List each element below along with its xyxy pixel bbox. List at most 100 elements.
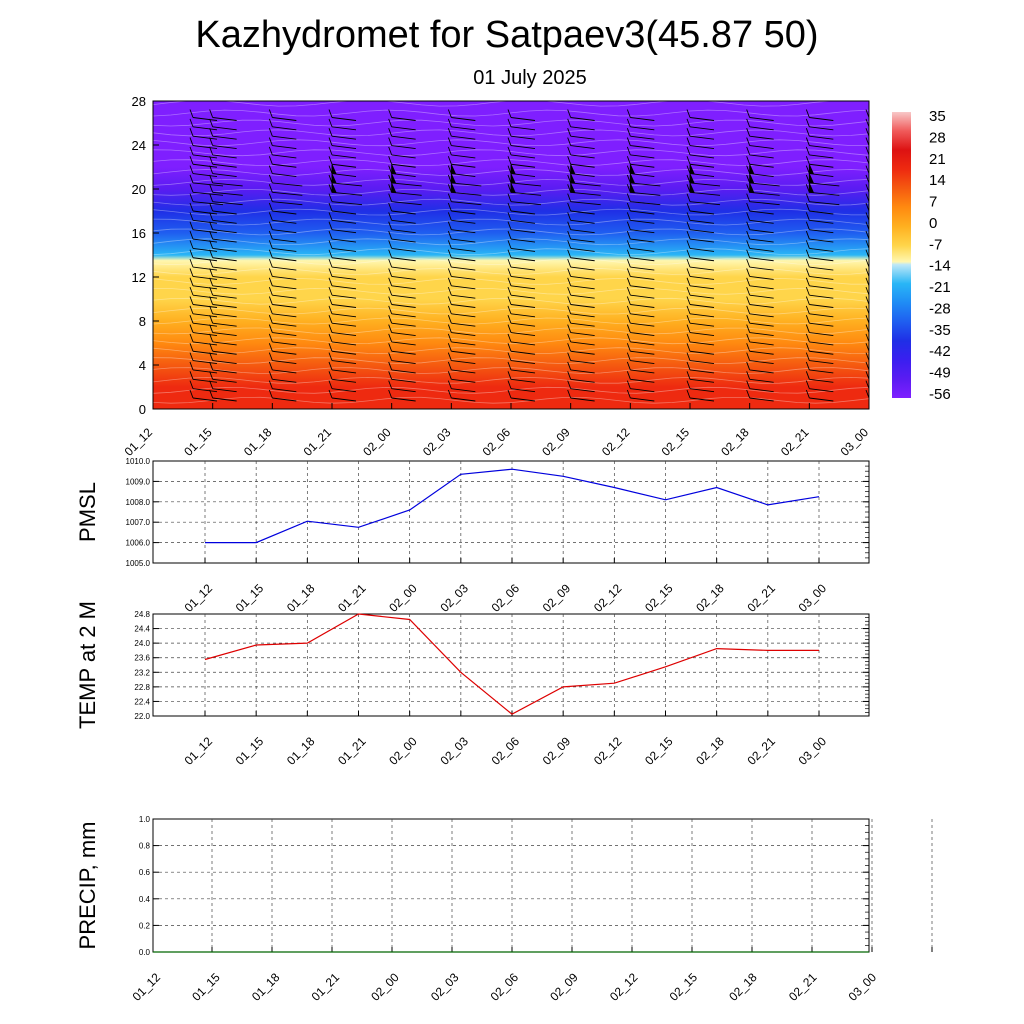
wind-barb-flag — [805, 371, 810, 380]
wind-barb-shaft — [272, 341, 297, 346]
wind-barb-flag — [686, 230, 691, 240]
wind-barb-flag — [328, 305, 333, 315]
wind-barb-shaft — [331, 350, 357, 355]
colorbar-label: 14 — [929, 172, 946, 189]
wind-barb-shaft — [809, 294, 834, 299]
x-tick-label: 02_21 — [786, 970, 820, 1004]
wind-barb-shaft — [809, 154, 834, 159]
wind-barb-flag — [746, 193, 751, 202]
wind-barb-shaft — [570, 173, 595, 178]
y-tick-label: 23.2 — [134, 668, 150, 677]
wind-barb-shaft — [192, 294, 218, 299]
wind-barb-flag — [626, 212, 631, 221]
wind-barb-flag — [447, 202, 452, 212]
wind-barb-flag — [567, 174, 572, 184]
wind-barb-flag — [388, 212, 393, 221]
wind-barb-pennant — [868, 173, 869, 184]
x-tick-label: 02_03 — [428, 970, 462, 1004]
wind-barb-shaft — [510, 322, 536, 327]
wind-barb-flag — [189, 371, 194, 380]
wind-barb-flag — [209, 118, 214, 128]
wind-barb-shaft — [192, 219, 218, 224]
wind-barb-shaft — [272, 322, 297, 327]
wind-barb-flag — [447, 193, 452, 202]
wind-barb-flag — [189, 258, 194, 268]
wind-barb-flag — [805, 361, 810, 371]
contour-line — [153, 268, 869, 275]
wind-barb-shaft — [391, 173, 416, 178]
wind-barb-flag — [268, 240, 273, 249]
wind-barb-flag — [209, 389, 214, 399]
wind-barb-shaft — [451, 369, 476, 374]
wind-barb-shaft — [212, 219, 237, 224]
wind-barb-flag — [507, 156, 512, 165]
wind-barb-shaft — [689, 350, 715, 355]
wind-barb-flag — [388, 193, 393, 202]
wind-barb-flag — [686, 184, 691, 193]
wind-barb-shaft — [630, 266, 655, 271]
wind-barb-flag — [189, 333, 194, 343]
wind-barb-shaft — [331, 135, 357, 140]
wind-barb-shaft — [391, 210, 416, 215]
wind-barb-shaft — [451, 201, 482, 206]
wind-barb-shaft — [510, 332, 536, 336]
wind-barb-shaft — [868, 164, 869, 165]
wind-barb-shaft — [749, 313, 774, 318]
wind-barb-shaft — [510, 285, 536, 290]
wind-barb-flag — [805, 137, 810, 146]
wind-barb-flag — [189, 343, 194, 352]
wind-barb-shaft — [689, 257, 715, 262]
wind-barb-shaft — [868, 295, 869, 296]
wind-barb-flag — [447, 109, 452, 118]
wind-barb-shaft — [192, 378, 218, 383]
wind-barb-shaft — [809, 341, 834, 346]
y-tick-label: 1006.0 — [126, 539, 151, 548]
wind-barb-flag — [268, 118, 273, 128]
wind-barb-pennant — [510, 183, 516, 193]
wind-barb-shaft — [868, 126, 869, 128]
wind-barb-shaft — [272, 210, 297, 215]
wind-barb-flag — [507, 212, 512, 221]
x-tick-label: 02_00 — [386, 734, 420, 768]
wind-barb-flag — [447, 118, 452, 128]
wind-barb-shaft — [570, 341, 595, 346]
wind-barb-flag — [209, 352, 214, 361]
wind-barb-flag — [686, 109, 691, 118]
wind-barb-shaft — [272, 117, 297, 121]
x-tick-label: 01_15 — [233, 734, 267, 768]
wind-barb-shaft — [749, 360, 774, 365]
wind-barb-flag — [447, 315, 452, 324]
x-tick-label: 02_21 — [778, 425, 812, 459]
x-tick-label: 02_00 — [386, 581, 420, 615]
wind-barb-shaft — [212, 191, 243, 196]
wind-barb-shaft — [331, 397, 357, 402]
wind-barb-shaft — [689, 332, 715, 336]
wind-barb-flag — [189, 156, 194, 165]
wind-barb-flag — [209, 286, 214, 296]
wind-barb-flag — [447, 137, 452, 146]
wind-barb-flag — [328, 146, 333, 156]
wind-barb-shaft — [192, 257, 218, 262]
wind-barb-flag — [686, 258, 691, 268]
wind-barb-shaft — [331, 201, 363, 206]
wind-barb-shaft — [331, 257, 357, 262]
wind-barb-flag — [388, 324, 393, 333]
x-tick-label: 02_06 — [489, 581, 523, 615]
wind-barb-flag — [805, 286, 810, 296]
wind-barb-pennant — [689, 183, 695, 193]
wind-barb-flag — [189, 286, 194, 296]
wind-barb-flag — [746, 128, 751, 137]
wind-barb-shaft — [570, 210, 595, 215]
wind-barb-shaft — [331, 388, 357, 393]
wind-barb-pennant — [749, 183, 755, 193]
wind-barb-flag — [268, 286, 273, 296]
wind-barb-flag — [388, 165, 393, 174]
wind-barb-shaft — [192, 276, 218, 280]
wind-barb-shaft — [868, 239, 869, 240]
wind-barb-shaft — [868, 341, 869, 343]
wind-barb-shaft — [868, 351, 869, 352]
wind-barb-flag — [189, 128, 194, 137]
wind-barb-shaft — [192, 266, 218, 271]
wind-barb-shaft — [212, 369, 237, 374]
wind-barb-shaft — [212, 350, 237, 355]
